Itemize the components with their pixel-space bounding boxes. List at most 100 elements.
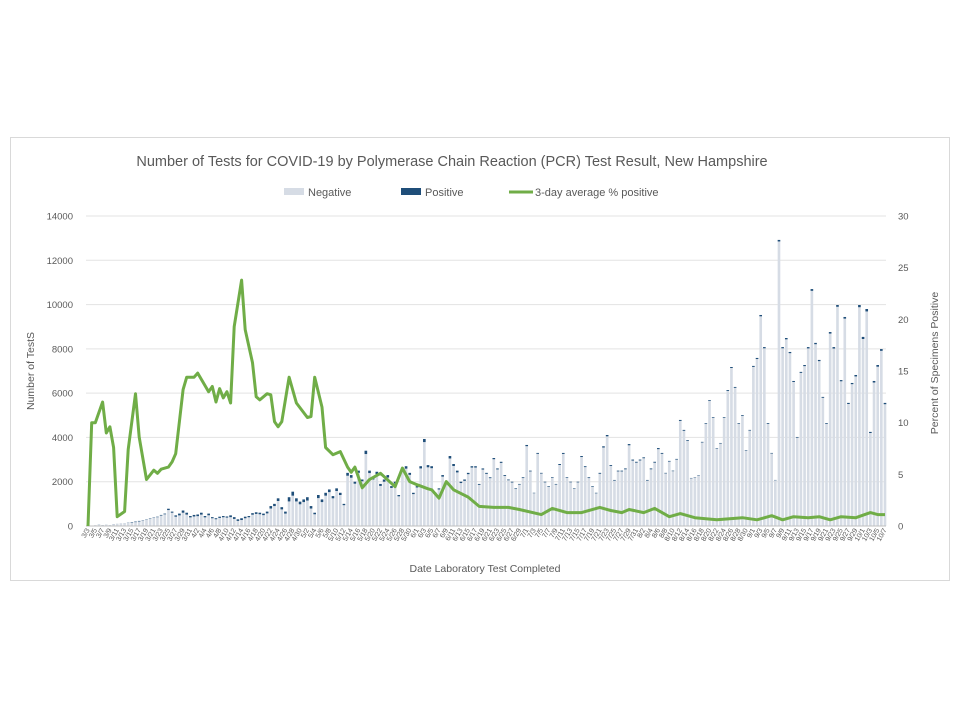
bar-negative xyxy=(777,241,781,526)
bar-positive xyxy=(550,477,554,478)
bar-negative xyxy=(836,306,839,526)
bar-positive xyxy=(192,514,196,517)
bar-negative xyxy=(795,437,799,526)
x-tick-label: 3/7 xyxy=(95,527,106,539)
bar-negative xyxy=(620,471,624,526)
bar-positive xyxy=(287,497,291,502)
bar-negative xyxy=(466,474,470,526)
bar-negative xyxy=(265,513,269,526)
bar-positive xyxy=(251,513,254,515)
bar-positive xyxy=(667,460,671,462)
bar-negative xyxy=(792,381,795,526)
bar-negative xyxy=(865,311,869,526)
x-tick-label: 4/4 xyxy=(198,527,209,539)
bar-negative xyxy=(346,475,349,526)
bar-negative xyxy=(825,423,828,526)
bar-positive xyxy=(360,479,364,482)
bar-positive xyxy=(821,396,825,398)
bar-negative xyxy=(667,461,671,526)
bar-negative xyxy=(481,469,485,526)
bar-positive xyxy=(832,347,836,349)
bar-positive xyxy=(565,477,569,478)
bar-negative xyxy=(379,485,382,526)
bar-negative xyxy=(518,484,521,526)
y-tick-label: 8000 xyxy=(52,344,73,355)
bar-negative xyxy=(598,473,602,526)
bar-negative xyxy=(543,482,547,526)
bar-negative xyxy=(576,482,580,526)
bar-negative xyxy=(784,339,788,526)
bar-positive xyxy=(430,466,433,469)
bar-positive xyxy=(455,470,459,473)
bar-positive xyxy=(594,492,598,494)
bar-positive xyxy=(770,452,773,454)
bar-positive xyxy=(682,429,686,431)
bar-positive xyxy=(858,305,861,308)
bar-positive xyxy=(741,415,744,416)
bar-positive xyxy=(580,456,583,458)
bar-negative xyxy=(565,477,569,526)
bar-negative xyxy=(218,517,221,526)
bar-negative xyxy=(708,400,711,526)
bar-negative xyxy=(430,468,433,526)
bar-negative xyxy=(605,436,609,526)
bar-positive xyxy=(660,452,664,454)
bar-positive xyxy=(470,466,474,468)
bar-negative xyxy=(507,480,510,526)
bar-negative xyxy=(883,404,887,526)
bar-negative xyxy=(317,498,320,526)
bar-positive xyxy=(338,492,342,495)
bar-positive xyxy=(342,503,346,506)
bar-positive xyxy=(309,506,313,509)
bar-positive xyxy=(196,514,199,517)
bar-negative xyxy=(741,415,744,526)
pct-positive-line xyxy=(86,278,885,527)
bar-negative xyxy=(737,423,741,526)
bar-negative xyxy=(583,467,587,526)
bar-positive xyxy=(353,481,357,484)
bar-positive xyxy=(298,501,302,505)
bar-positive xyxy=(159,514,163,516)
bar-negative xyxy=(335,491,338,526)
bar-negative xyxy=(170,512,174,526)
x-tick-label: 4/2 xyxy=(190,527,201,539)
bar-positive xyxy=(174,515,178,517)
y-tick-label: 6000 xyxy=(52,389,73,400)
bar-positive xyxy=(657,448,660,450)
bar-negative xyxy=(134,522,137,526)
bar-negative xyxy=(642,458,646,526)
bar-positive xyxy=(616,470,620,472)
bar-negative xyxy=(613,480,616,526)
x-tick-label: 3/3 xyxy=(81,527,92,539)
y2-tick-label: 0 xyxy=(898,522,903,533)
x-tick-label: 6/3 xyxy=(417,527,428,539)
bar-positive xyxy=(763,347,766,349)
bar-negative xyxy=(810,290,814,526)
bar-negative xyxy=(207,515,210,526)
y2-axis-title: Percent of Specimens Positive xyxy=(929,292,941,435)
bar-positive xyxy=(134,521,137,523)
bar-negative xyxy=(635,462,638,526)
bar-negative xyxy=(119,523,123,526)
x-tick-label: 6/9 xyxy=(439,527,450,539)
bar-negative xyxy=(240,520,243,526)
x-tick-label: 3/9 xyxy=(103,527,114,539)
bar-positive xyxy=(295,498,298,502)
bar-negative xyxy=(755,359,759,526)
bar-positive xyxy=(397,495,401,497)
bar-negative xyxy=(459,483,463,526)
bar-positive xyxy=(792,380,795,382)
bar-negative xyxy=(591,486,594,526)
bar-positive xyxy=(232,517,236,519)
bar-negative xyxy=(550,477,554,526)
bar-positive xyxy=(825,423,828,424)
bar-negative xyxy=(269,508,273,526)
bar-negative xyxy=(525,446,529,526)
bar-negative xyxy=(280,509,284,526)
bar-positive xyxy=(788,351,792,354)
bar-negative xyxy=(247,517,251,526)
bar-negative xyxy=(203,517,207,526)
bar-negative xyxy=(763,348,766,526)
legend-swatch-negative xyxy=(284,188,304,195)
bar-negative xyxy=(558,464,561,526)
